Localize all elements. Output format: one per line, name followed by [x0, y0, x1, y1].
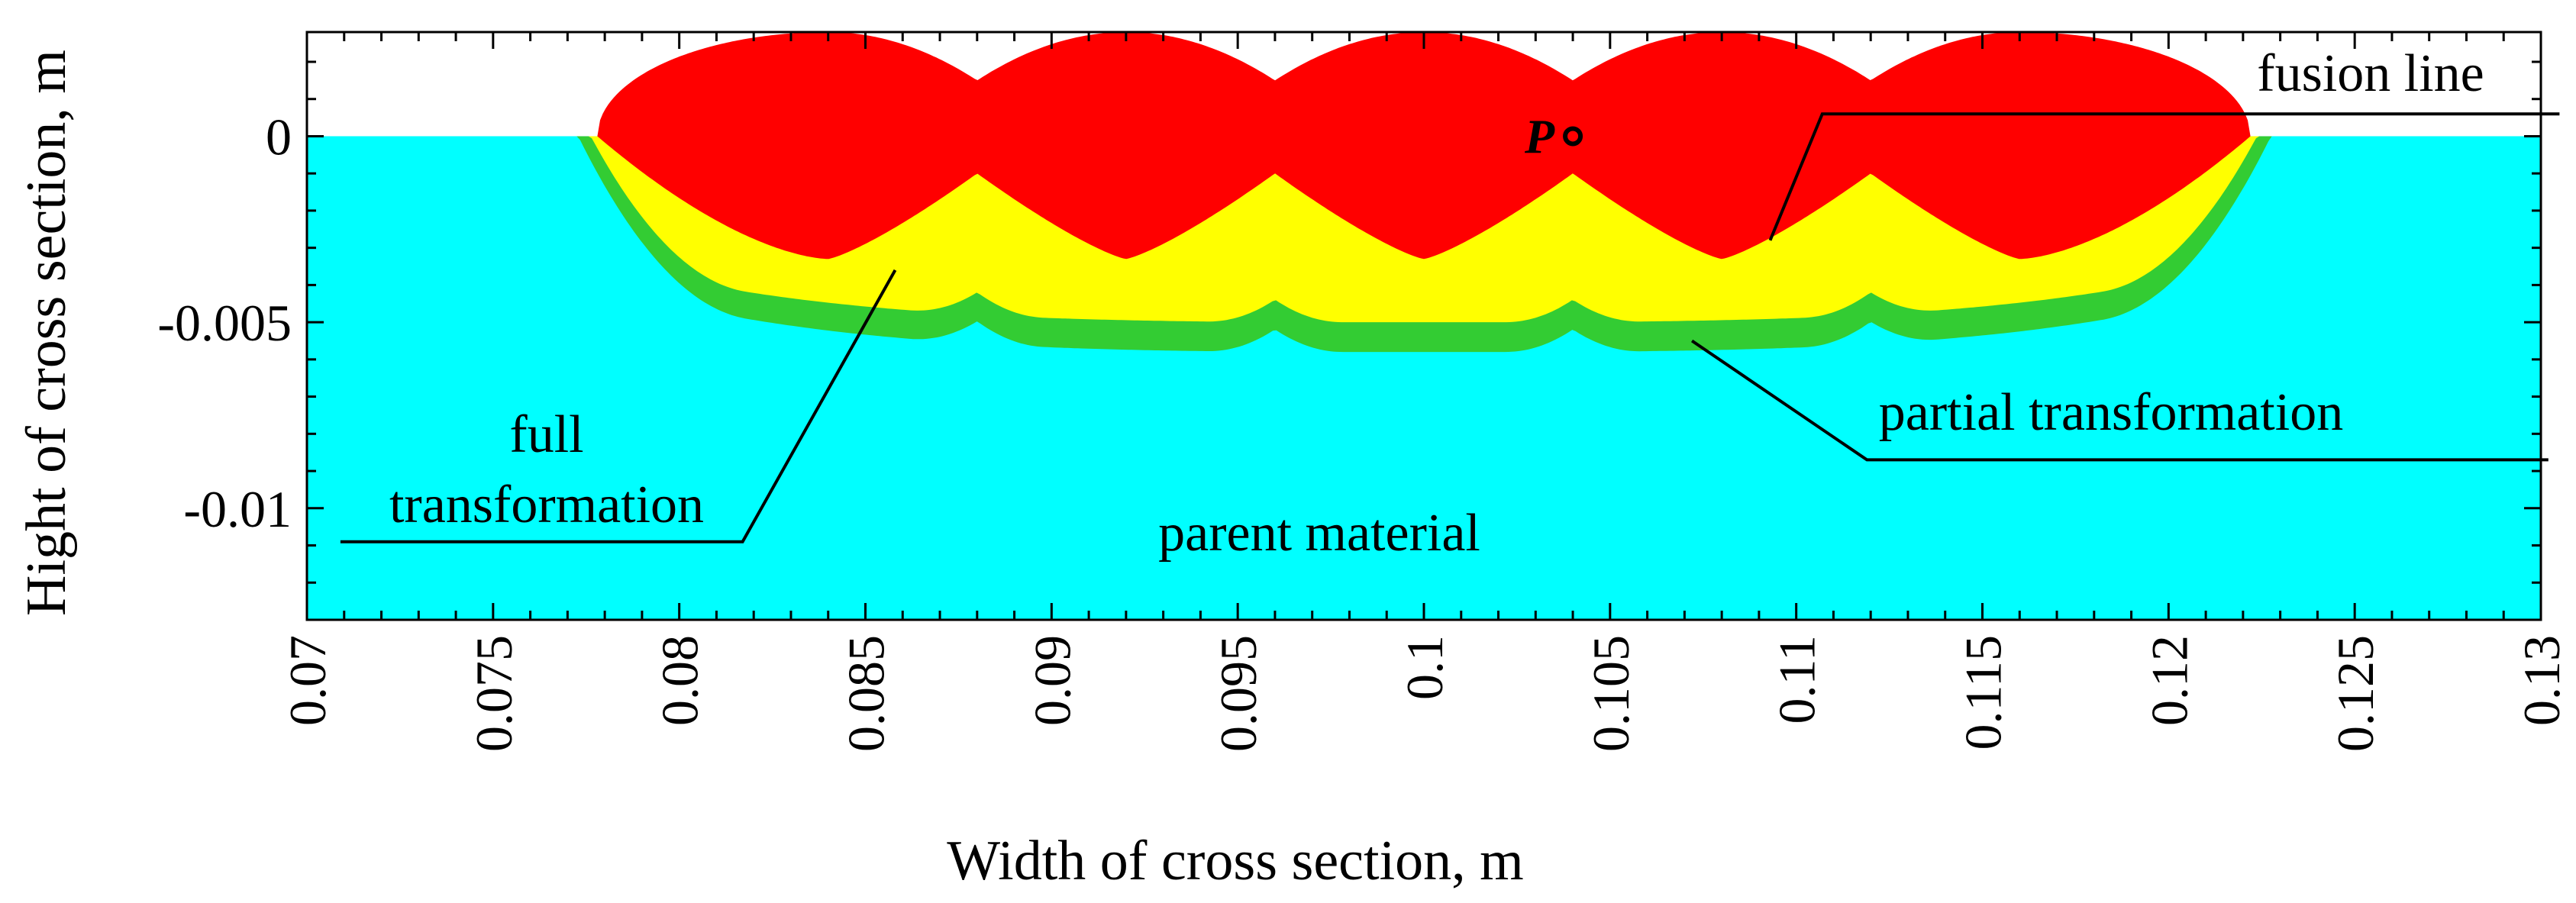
x-tick-label: 0.08	[651, 635, 709, 726]
x-tick-label: 0.075	[465, 635, 523, 752]
x-tick-label: 0.12	[2140, 635, 2198, 726]
parent-material-label: parent material	[1158, 504, 1480, 563]
y-axis-label: Hight of cross section, m	[15, 50, 78, 616]
x-tick-label: 0.11	[1768, 635, 1826, 724]
point-p-marker	[1563, 126, 1583, 147]
x-tick-label: 0.1	[1396, 635, 1454, 700]
x-tick-label: 0.115	[1955, 635, 2013, 750]
x-tick-label: 0.13	[2513, 635, 2571, 726]
fusion-zone-region	[597, 32, 2251, 260]
y-tick-label: -0.005	[157, 294, 292, 352]
full-transformation-label-line1: full	[509, 405, 583, 464]
x-tick-label: 0.09	[1023, 635, 1081, 726]
x-axis-label: Width of cross section, m	[947, 830, 1523, 892]
point-p-label: P	[1524, 109, 1555, 163]
x-tick-label: 0.07	[279, 635, 337, 726]
fusion-line-leader	[1768, 112, 2560, 241]
x-axis: 0.07 0.075 0.08 0.085 0.09 0.095 0.1 0.105 0.11 0…	[279, 32, 2571, 752]
full-transformation-label-line2: transformation	[389, 476, 704, 534]
full-transformation-leader	[340, 269, 897, 543]
x-tick-label: 0.125	[2326, 635, 2384, 752]
y-tick-label: -0.01	[183, 480, 292, 538]
partial-transformation-leader	[1690, 339, 2549, 462]
plot-area	[307, 32, 2541, 620]
annotations: fusion line full transformation partial …	[340, 44, 2560, 563]
x-tick-label: 0.105	[1582, 635, 1640, 752]
fusion-line-label: fusion line	[2257, 44, 2484, 103]
x-tick-label: 0.095	[1209, 635, 1267, 752]
y-tick-label: 0	[266, 108, 292, 166]
partial-transformation-label: partial transformation	[1879, 383, 2343, 442]
x-tick-label: 0.085	[838, 635, 896, 752]
y-axis: 0 -0.005 -0.01	[157, 60, 2541, 621]
